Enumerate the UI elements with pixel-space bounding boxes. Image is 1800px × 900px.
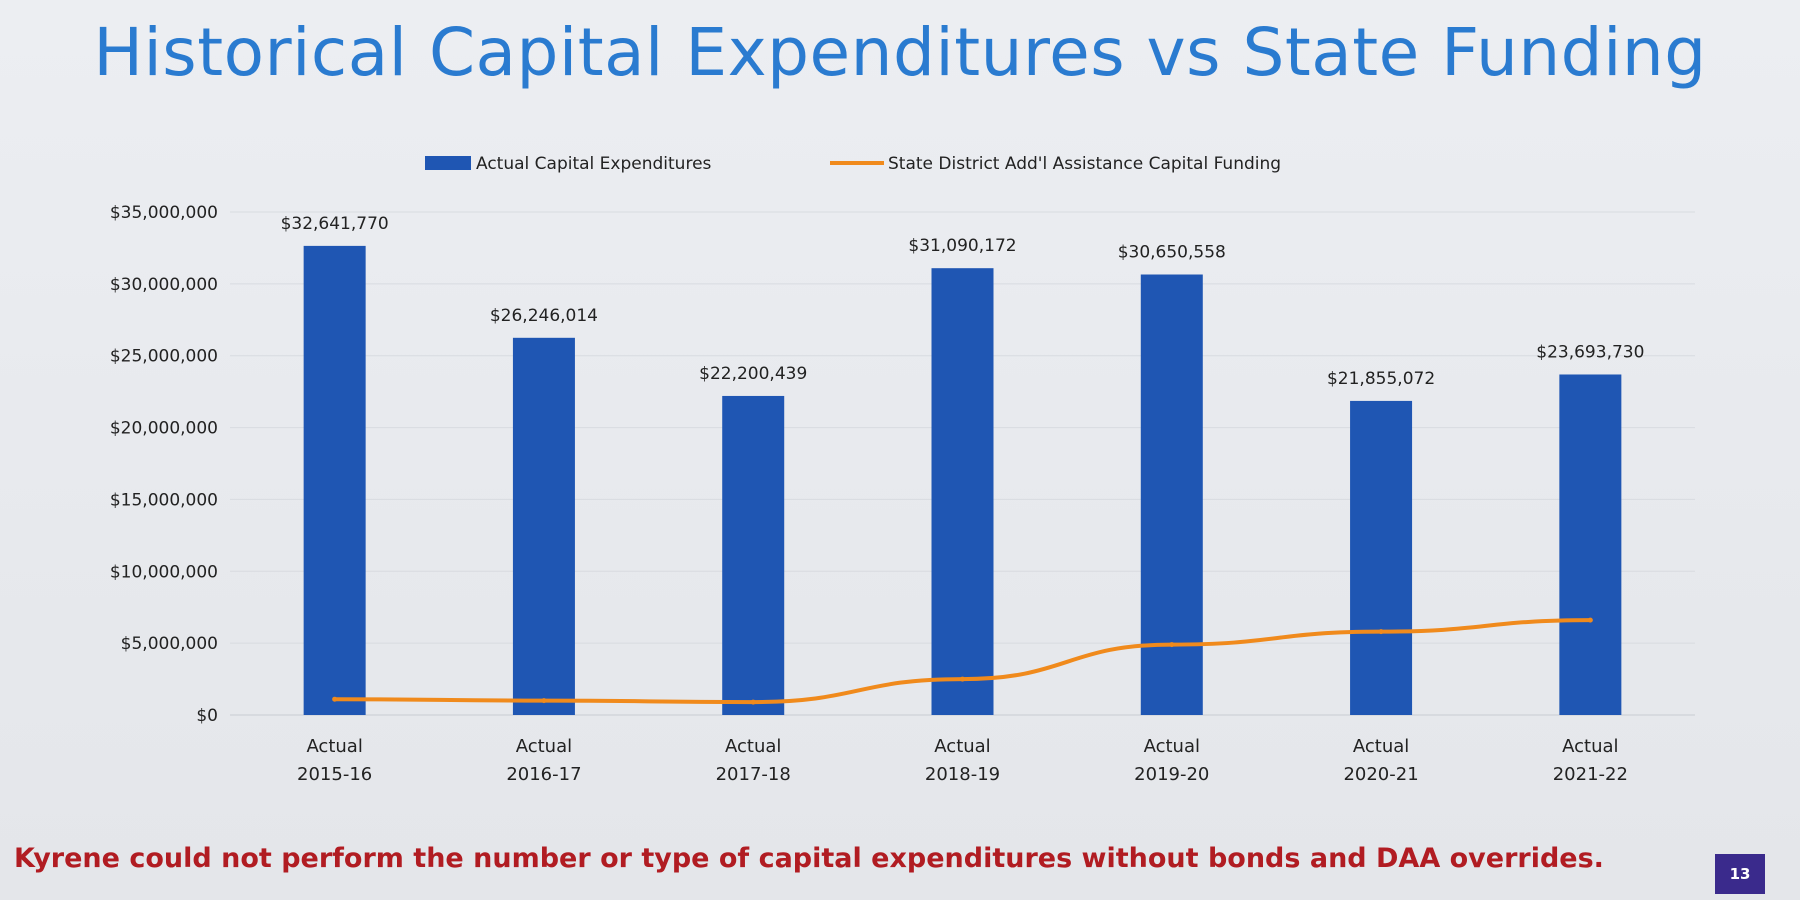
x-tick-label: 2018-19 xyxy=(925,764,1000,785)
x-tick-label: Actual xyxy=(934,736,990,757)
bar xyxy=(512,337,575,715)
x-tick-label: 2015-16 xyxy=(297,764,372,785)
line-point xyxy=(332,696,338,702)
legend-label-bar: Actual Capital Expenditures xyxy=(476,154,712,174)
bar-data-label: $32,641,770 xyxy=(281,214,389,234)
x-tick-label: 2019-20 xyxy=(1134,764,1209,785)
bar-series xyxy=(303,245,1622,716)
bar-data-label: $21,855,072 xyxy=(1327,369,1435,389)
line-point xyxy=(960,676,965,682)
legend-label-line: State District Add'l Assistance Capital … xyxy=(888,154,1281,174)
y-tick-label: $20,000,000 xyxy=(110,419,218,439)
y-tick-label: $5,000,000 xyxy=(121,634,218,654)
bar xyxy=(722,395,785,715)
bar-data-label: $23,693,730 xyxy=(1536,342,1644,362)
line-point xyxy=(541,698,547,704)
footer-note: Kyrene could not perform the number or t… xyxy=(14,843,1604,874)
y-tick-label: $25,000,000 xyxy=(110,347,218,367)
x-tick-label: Actual xyxy=(725,736,781,757)
bar-data-label: $30,650,558 xyxy=(1118,243,1226,263)
bar xyxy=(931,268,994,715)
slide-title: Historical Capital Expenditures vs State… xyxy=(93,14,1707,91)
line-point xyxy=(1169,642,1175,648)
y-tick-label: $30,000,000 xyxy=(110,275,218,295)
legend-swatch-bar xyxy=(425,156,471,170)
y-tick-label: $10,000,000 xyxy=(110,562,218,582)
line-point xyxy=(750,699,756,705)
bar-data-label: $31,090,172 xyxy=(908,236,1016,256)
line-series xyxy=(332,617,1593,705)
y-tick-label: $35,000,000 xyxy=(110,203,218,223)
x-tick-label: Actual xyxy=(1562,736,1618,757)
bar xyxy=(1350,400,1413,715)
x-tick-label: 2016-17 xyxy=(506,764,581,785)
x-tick-label: 2021-22 xyxy=(1553,764,1628,785)
data-labels: $32,641,770 $26,246,014 $22,200,439 $31,090… xyxy=(281,214,1645,389)
line-point xyxy=(1378,629,1384,635)
x-tick-label: Actual xyxy=(1144,736,1200,757)
bar-data-label: $26,246,014 xyxy=(490,306,598,326)
line-point xyxy=(1587,617,1593,623)
x-tick-label: Actual xyxy=(306,736,362,757)
y-tick-label: $15,000,000 xyxy=(110,490,218,510)
page-number-badge: 13 xyxy=(1715,854,1765,894)
y-tick-label: $0 xyxy=(196,706,218,726)
x-tick-label: 2017-18 xyxy=(716,764,791,785)
bar xyxy=(303,245,366,716)
axis-labels: $0 $5,000,000 $10,000,000 $15,000,000 $20,00… xyxy=(110,203,1628,785)
bar xyxy=(1559,374,1622,715)
bar xyxy=(1140,274,1203,715)
x-tick-label: Actual xyxy=(1353,736,1409,757)
bar-data-label: $22,200,439 xyxy=(699,364,807,384)
x-tick-label: Actual xyxy=(516,736,572,757)
x-tick-label: 2020-21 xyxy=(1343,764,1418,785)
legend: Actual Capital Expenditures State Distric… xyxy=(425,154,1281,174)
